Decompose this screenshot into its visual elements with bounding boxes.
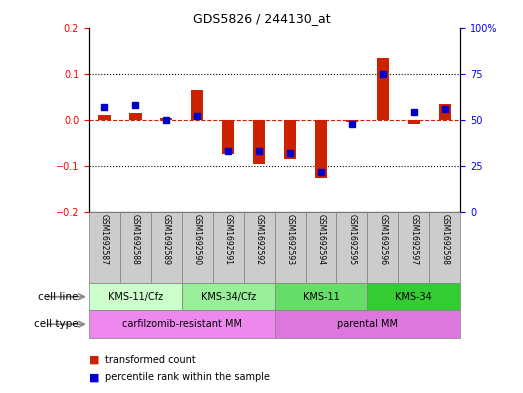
Bar bbox=[275, 283, 367, 310]
Bar bbox=[275, 212, 305, 283]
Text: GSM1692593: GSM1692593 bbox=[286, 214, 294, 265]
Bar bbox=[284, 120, 296, 159]
Text: cell line: cell line bbox=[38, 292, 78, 302]
Text: GSM1692595: GSM1692595 bbox=[347, 214, 357, 265]
Text: GSM1692591: GSM1692591 bbox=[224, 214, 233, 265]
Bar bbox=[305, 212, 336, 283]
Text: percentile rank within the sample: percentile rank within the sample bbox=[105, 372, 269, 382]
Text: KMS-11: KMS-11 bbox=[303, 292, 339, 302]
Text: GSM1692596: GSM1692596 bbox=[378, 214, 388, 265]
Bar bbox=[367, 212, 399, 283]
Text: KMS-34: KMS-34 bbox=[395, 292, 432, 302]
Bar bbox=[98, 115, 110, 120]
Bar bbox=[429, 212, 460, 283]
Text: GSM1692588: GSM1692588 bbox=[131, 214, 140, 265]
Bar bbox=[315, 120, 327, 178]
Bar bbox=[275, 310, 460, 338]
Text: GSM1692587: GSM1692587 bbox=[100, 214, 109, 265]
Text: GSM1692590: GSM1692590 bbox=[192, 214, 202, 265]
Bar bbox=[160, 118, 173, 120]
Text: cell type: cell type bbox=[34, 319, 78, 329]
Bar bbox=[336, 212, 367, 283]
Text: ■: ■ bbox=[89, 372, 99, 382]
Bar bbox=[191, 90, 203, 120]
Text: parental MM: parental MM bbox=[337, 319, 398, 329]
Bar bbox=[120, 212, 151, 283]
Text: ■: ■ bbox=[89, 354, 99, 365]
Text: KMS-11/Cfz: KMS-11/Cfz bbox=[108, 292, 163, 302]
Text: GSM1692589: GSM1692589 bbox=[162, 214, 171, 265]
Bar bbox=[439, 104, 451, 120]
Bar bbox=[222, 120, 234, 154]
Bar bbox=[244, 212, 275, 283]
Bar bbox=[377, 57, 389, 120]
Bar bbox=[346, 120, 358, 122]
Bar bbox=[89, 212, 120, 283]
Bar bbox=[407, 120, 420, 125]
Bar bbox=[213, 212, 244, 283]
Text: carfilzomib-resistant MM: carfilzomib-resistant MM bbox=[122, 319, 242, 329]
Bar bbox=[89, 283, 182, 310]
Text: transformed count: transformed count bbox=[105, 354, 196, 365]
Bar bbox=[129, 113, 142, 120]
Text: GSM1692598: GSM1692598 bbox=[440, 214, 449, 265]
Text: KMS-34/Cfz: KMS-34/Cfz bbox=[201, 292, 256, 302]
Bar bbox=[89, 310, 275, 338]
Bar bbox=[399, 212, 429, 283]
Bar bbox=[253, 120, 265, 164]
Bar bbox=[182, 212, 213, 283]
Text: GSM1692597: GSM1692597 bbox=[410, 214, 418, 265]
Text: GSM1692592: GSM1692592 bbox=[255, 214, 264, 265]
Bar bbox=[182, 283, 275, 310]
Text: GSM1692594: GSM1692594 bbox=[316, 214, 325, 265]
Text: GDS5826 / 244130_at: GDS5826 / 244130_at bbox=[192, 12, 331, 25]
Bar bbox=[151, 212, 182, 283]
Bar bbox=[367, 283, 460, 310]
